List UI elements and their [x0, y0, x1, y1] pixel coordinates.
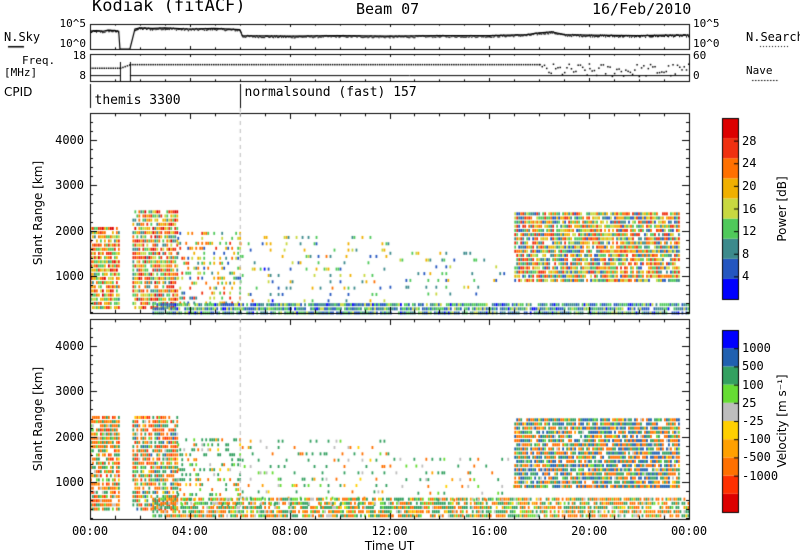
velocity-ytick-1000: 1000: [55, 474, 84, 489]
cpid-segment-1: normalsound (fast) 157: [244, 85, 417, 100]
time-xtick-5: 20:00: [571, 524, 608, 538]
nave-ytick-right-low: 0: [693, 69, 700, 82]
station-title: Kodiak (fitACF): [92, 0, 246, 16]
cpid-segment-0: themis 3300: [94, 93, 181, 108]
time-xtick-6: 00:00: [670, 524, 708, 538]
power-ylabel: Slant Range [km]: [31, 160, 45, 266]
power-cbar-tick-24: 24: [742, 156, 757, 171]
noise-ytick-left-high: 10^5: [59, 17, 87, 30]
nave-ytick-right-high: 60: [693, 49, 707, 62]
power-cbar-tick-4: 4: [742, 269, 750, 284]
time-xtick-0: 00:00: [71, 524, 109, 538]
noise-right-label: N.Search: [746, 30, 800, 44]
date-title: 16/Feb/2010: [592, 0, 692, 18]
velocity-ylabel: Slant Range [km]: [31, 366, 45, 472]
velocity-cbar-tick-1: 500: [742, 359, 764, 374]
nave-right-label: Nave: [746, 64, 773, 77]
time-xtick-2: 08:00: [271, 524, 308, 538]
velocity-cbar-tick-4: -25: [742, 414, 764, 428]
velocity-cbar-tick-5: -100: [742, 432, 771, 447]
freq-left-label: Freq.: [22, 54, 56, 67]
time-xtick-4: 16:00: [471, 524, 508, 538]
power-cbar-tick-28: 28: [742, 133, 757, 148]
power-ytick-3000: 3000: [55, 178, 84, 193]
velocity-cbar-tick-0: 1000: [742, 341, 771, 356]
power-ytick-2000: 2000: [55, 223, 84, 238]
velocity-cbar-tick-3: 25: [742, 395, 757, 410]
time-xtick-1: 04:00: [171, 524, 208, 538]
noise-ytick-right-high: 10^5: [693, 17, 720, 30]
power-ytick-4000: 4000: [55, 133, 84, 148]
power-cbar-tick-8: 8: [742, 246, 750, 261]
velocity-cbar-tick-2: 100: [742, 377, 764, 392]
velocity-ytick-2000: 2000: [55, 429, 84, 444]
time-xtick-3: 12:00: [371, 524, 408, 538]
power-cbar-tick-20: 20: [742, 178, 757, 193]
beam-title: Beam 07: [356, 0, 420, 18]
velocity-ytick-4000: 4000: [55, 339, 84, 354]
freq-ytick-left-high: 18: [72, 49, 86, 62]
power-ytick-1000: 1000: [55, 268, 84, 283]
power-cbar-tick-16: 16: [742, 201, 757, 216]
noise-left-label: N.Sky: [4, 30, 41, 44]
velocity-cbar-tick-6: -500: [742, 450, 771, 465]
power-cbar-tick-12: 12: [742, 224, 757, 239]
noise-ytick-right-low: 10^0: [693, 37, 720, 50]
power-cbar-label: Power [dB]: [775, 175, 789, 242]
freq-left-units: [MHz]: [4, 66, 38, 79]
noise-ytick-left-low: 10^0: [59, 37, 87, 50]
freq-ytick-left-low: 8: [79, 69, 86, 82]
velocity-cbar-label: Velocity [m s⁻¹]: [775, 374, 789, 468]
velocity-ytick-3000: 3000: [55, 384, 84, 399]
velocity-cbar-tick-7: -1000: [742, 468, 779, 483]
time-xlabel: Time UT: [364, 539, 415, 553]
cpid-label: CPID: [4, 85, 33, 99]
